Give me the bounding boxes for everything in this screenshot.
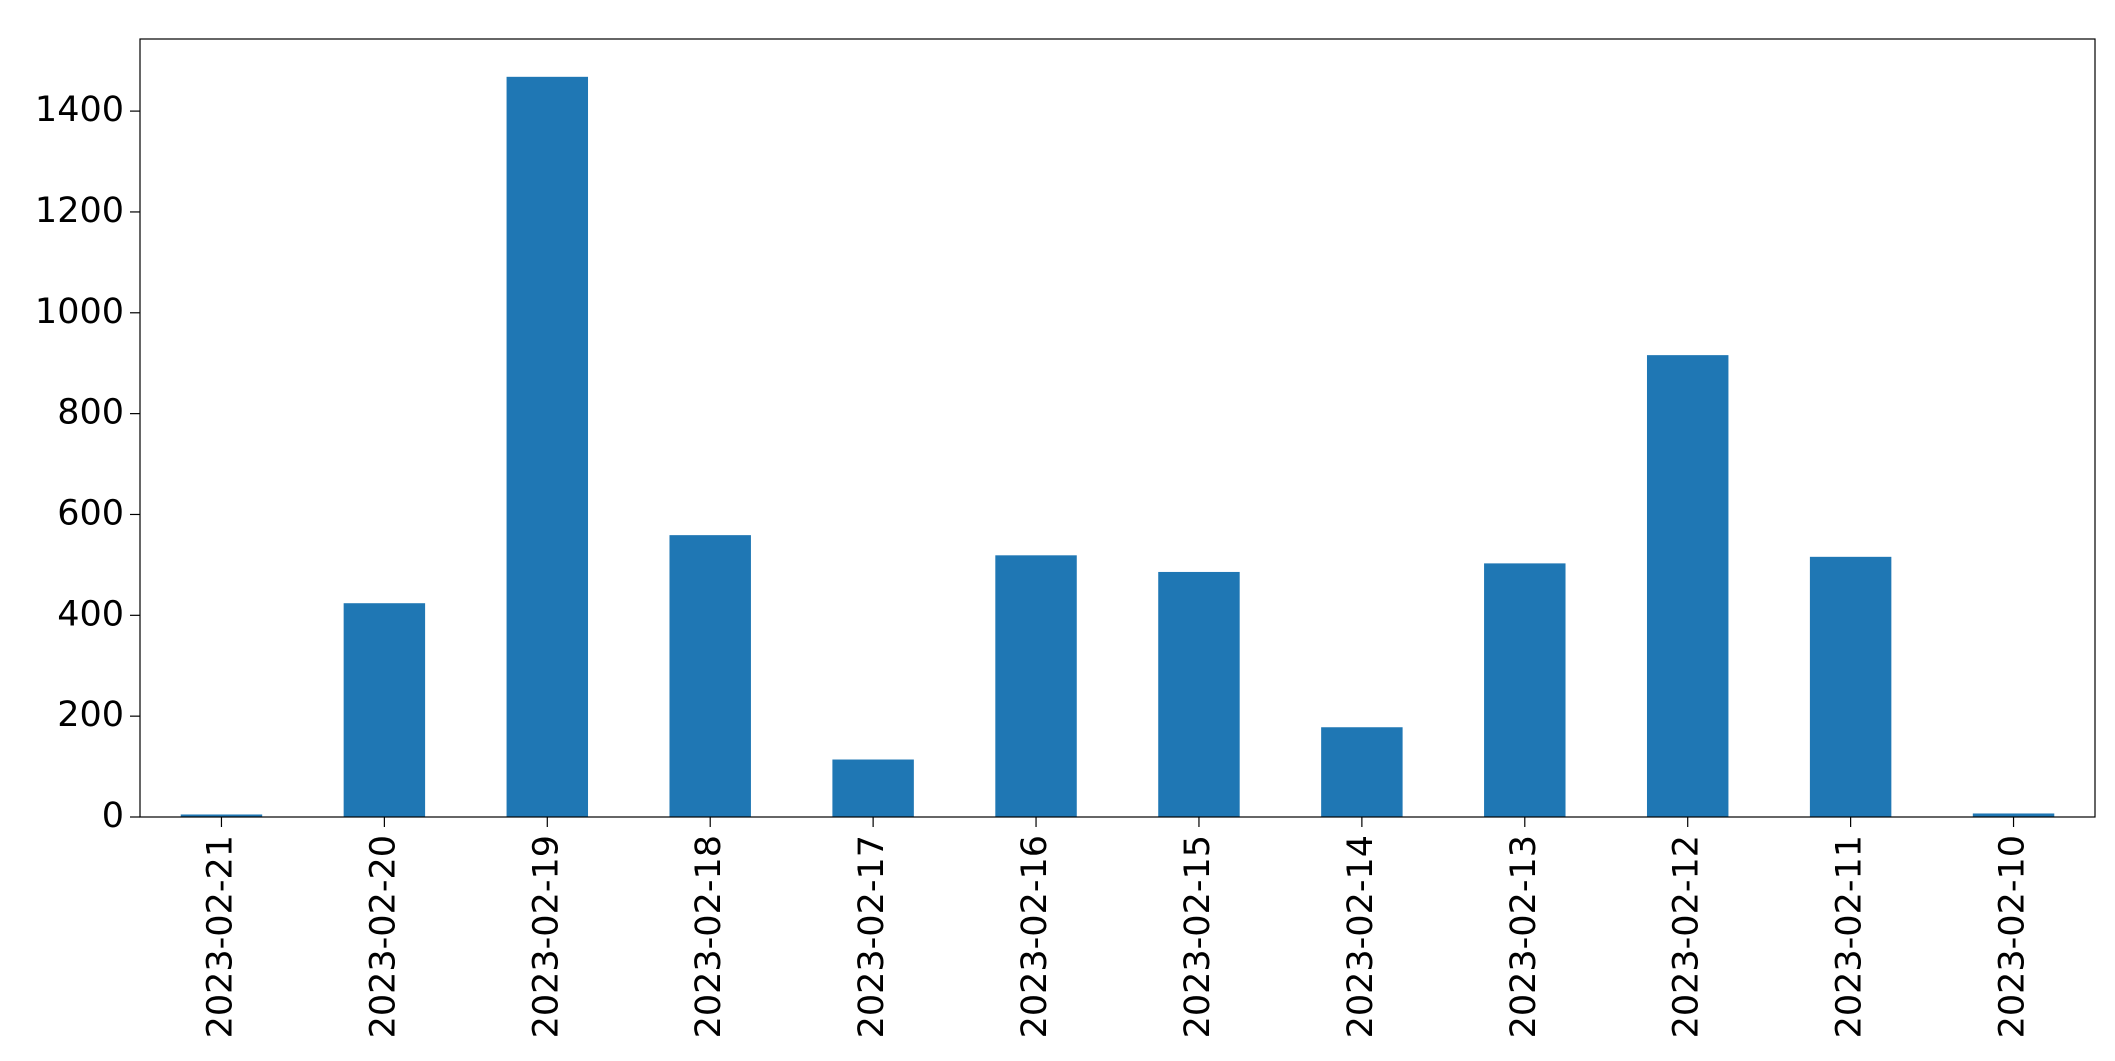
y-tick-label: 400: [57, 594, 124, 634]
x-tick-label: 2023-02-12: [1667, 835, 1707, 1038]
y-tick-label: 1200: [35, 191, 124, 231]
bar: [995, 555, 1077, 817]
bar: [343, 603, 426, 817]
bar: [506, 76, 589, 818]
y-tick-label: 1400: [35, 90, 124, 130]
x-tick-label: 2023-02-11: [1830, 835, 1870, 1038]
x-tick-label: 2023-02-19: [526, 835, 566, 1038]
y-tick-label: 800: [57, 393, 124, 433]
x-tick-label: 2023-02-21: [200, 835, 240, 1038]
bar: [832, 759, 914, 817]
x-tick-label: 2023-02-16: [1015, 835, 1055, 1038]
y-tick-label: 200: [57, 695, 124, 735]
bar: [180, 814, 263, 817]
x-tick-label: 2023-02-18: [689, 835, 729, 1038]
y-tick-label: 1000: [35, 292, 124, 332]
plot-frame: [139, 38, 2096, 818]
x-tick-label: 2023-02-17: [852, 835, 892, 1038]
bar: [1972, 813, 2055, 817]
y-tick-label: 0: [102, 796, 124, 836]
bar: [1646, 355, 1729, 817]
x-tick-label: 2023-02-20: [363, 835, 403, 1038]
x-tick-label: 2023-02-14: [1341, 835, 1381, 1038]
bar: [669, 535, 751, 817]
bar: [1809, 556, 1892, 817]
bar: [1321, 727, 1403, 817]
x-tick-label: 2023-02-15: [1178, 835, 1218, 1038]
x-tick-label: 2023-02-13: [1504, 835, 1544, 1038]
x-tick-label: 2023-02-10: [1993, 835, 2033, 1038]
bar: [1484, 563, 1566, 817]
y-tick-label: 600: [57, 493, 124, 533]
bar: [1158, 571, 1240, 817]
